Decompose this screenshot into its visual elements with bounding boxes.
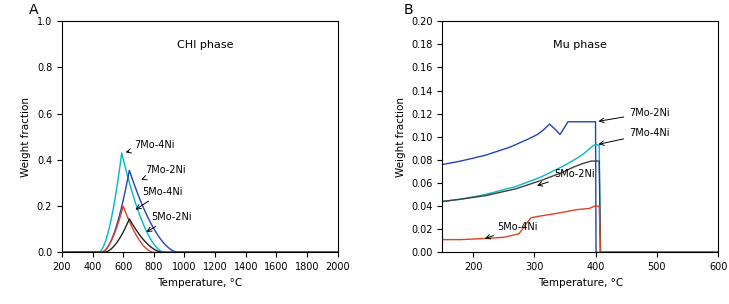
Text: 7Mo-4Ni: 7Mo-4Ni bbox=[599, 128, 670, 145]
Text: B: B bbox=[404, 3, 413, 17]
Text: A: A bbox=[29, 3, 39, 17]
Text: 5Mo-4Ni: 5Mo-4Ni bbox=[486, 222, 538, 239]
Text: 7Mo-4Ni: 7Mo-4Ni bbox=[127, 140, 174, 153]
Text: 5Mo-2Ni: 5Mo-2Ni bbox=[538, 169, 595, 186]
Text: Mu phase: Mu phase bbox=[553, 40, 607, 50]
Text: 5Mo-2Ni: 5Mo-2Ni bbox=[147, 212, 192, 231]
Y-axis label: Weight fraction: Weight fraction bbox=[396, 97, 405, 177]
Text: CHI phase: CHI phase bbox=[177, 40, 233, 50]
Text: 7Mo-2Ni: 7Mo-2Ni bbox=[142, 165, 186, 180]
Text: 5Mo-4Ni: 5Mo-4Ni bbox=[136, 187, 183, 209]
Text: 7Mo-2Ni: 7Mo-2Ni bbox=[599, 108, 670, 123]
Y-axis label: Weight fraction: Weight fraction bbox=[21, 97, 31, 177]
X-axis label: Temperature, °C: Temperature, °C bbox=[157, 278, 243, 288]
X-axis label: Temperature, °C: Temperature, °C bbox=[537, 278, 623, 288]
